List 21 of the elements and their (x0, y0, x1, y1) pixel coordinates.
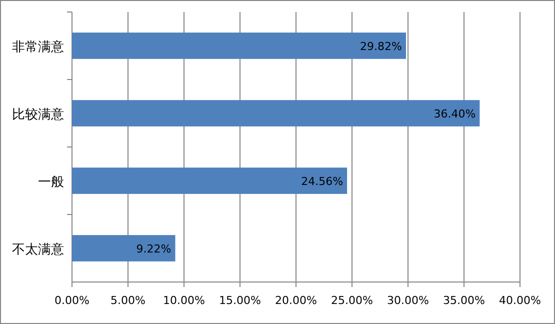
bar (72, 100, 480, 126)
x-tick-label: 40.00% (499, 294, 541, 307)
x-tick-label: 0.00% (54, 294, 90, 307)
bar (72, 235, 176, 262)
data-label: 29.82% (360, 40, 402, 53)
x-tick-label: 25.00% (331, 294, 373, 307)
x-tick-label: 5.00% (110, 294, 146, 307)
x-tick-label: 30.00% (387, 294, 429, 307)
y-tick-label: 非常满意 (12, 40, 64, 55)
y-tick-label: 比较满意 (12, 107, 64, 122)
data-label: 9.22% (136, 242, 172, 256)
x-tick-label: 10.00% (163, 294, 205, 307)
data-label: 36.40% (434, 107, 476, 120)
bar (72, 168, 348, 194)
data-label: 24.56% (301, 174, 344, 188)
y-tick-label: 一般 (38, 174, 64, 190)
bar (72, 32, 406, 59)
x-tick-label: 20.00% (275, 294, 317, 307)
x-tick-label: 15.00% (219, 294, 261, 307)
y-tick-label: 不太满意 (12, 242, 64, 258)
x-tick-label: 35.00% (443, 294, 485, 307)
